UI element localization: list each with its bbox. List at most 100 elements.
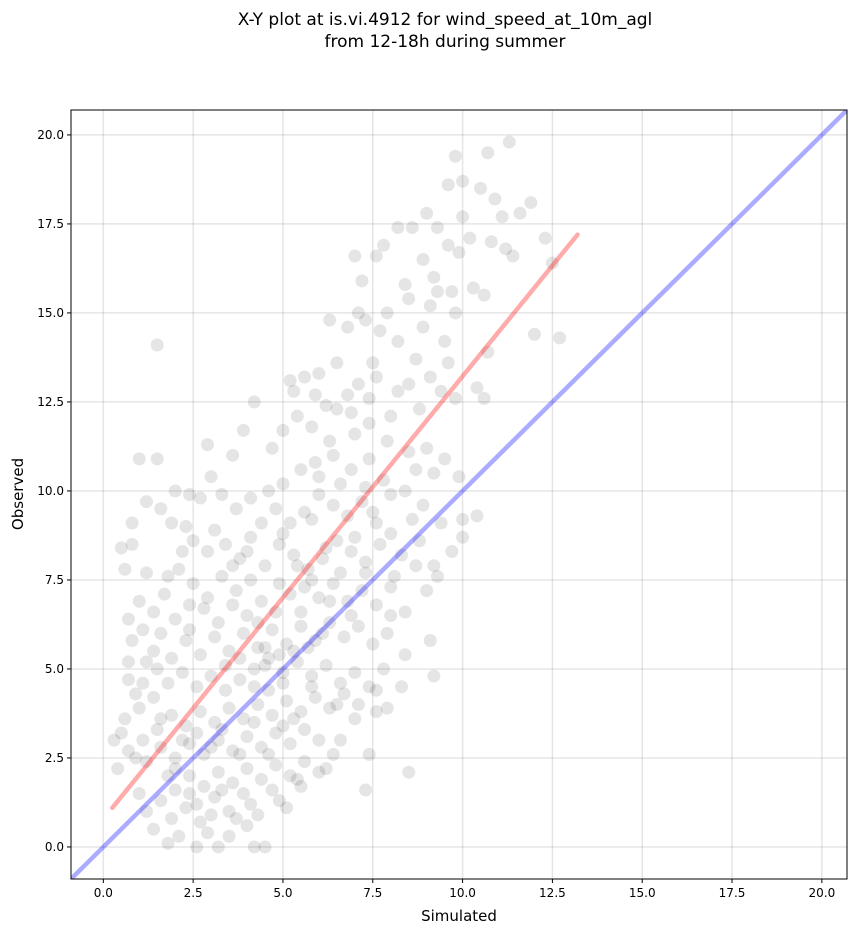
data-point	[305, 680, 319, 694]
data-point	[276, 666, 290, 680]
data-point	[427, 559, 441, 573]
data-point	[204, 669, 218, 683]
data-point	[312, 733, 326, 747]
data-point	[222, 644, 236, 658]
data-point	[165, 651, 179, 665]
data-point	[380, 626, 394, 640]
data-point	[161, 836, 175, 850]
data-point	[538, 231, 552, 245]
data-point	[269, 726, 283, 740]
data-point	[175, 544, 189, 558]
data-point	[186, 534, 200, 548]
data-point	[139, 566, 153, 580]
data-point	[308, 690, 322, 704]
data-point	[337, 630, 351, 644]
data-point	[298, 580, 312, 594]
data-point	[179, 520, 193, 534]
grid	[71, 110, 847, 879]
data-point	[330, 356, 344, 370]
data-point	[150, 722, 164, 736]
data-point	[211, 765, 225, 779]
data-point	[251, 808, 265, 822]
data-point	[262, 484, 276, 498]
data-point	[434, 516, 448, 530]
data-point	[201, 438, 215, 452]
data-point	[147, 690, 161, 704]
data-point	[190, 840, 204, 854]
data-point	[154, 712, 168, 726]
data-point	[272, 537, 286, 551]
data-point	[373, 537, 387, 551]
data-point	[344, 544, 358, 558]
data-point	[247, 715, 261, 729]
data-point	[366, 637, 380, 651]
data-point	[456, 210, 470, 224]
data-point	[283, 516, 297, 530]
data-point	[139, 755, 153, 769]
data-point	[201, 826, 215, 840]
data-point	[183, 769, 197, 783]
data-point	[333, 733, 347, 747]
data-point	[319, 398, 333, 412]
data-point	[312, 488, 326, 501]
data-point	[294, 463, 308, 477]
data-point	[154, 740, 168, 754]
data-point	[359, 566, 373, 580]
data-point	[362, 391, 376, 405]
data-point	[161, 676, 175, 690]
data-point	[161, 569, 175, 583]
data-point	[226, 776, 240, 790]
data-point	[484, 235, 498, 249]
data-point	[240, 730, 254, 744]
data-point	[269, 502, 283, 516]
data-point	[294, 619, 308, 633]
x-tick-label: 20.0	[808, 886, 835, 900]
data-point	[183, 598, 197, 612]
data-point	[330, 698, 344, 712]
data-point	[193, 648, 207, 662]
data-point	[470, 381, 484, 395]
x-tick-label: 2.5	[184, 886, 203, 900]
data-point	[244, 530, 258, 544]
chart-subtitle: from 12-18h during summer	[324, 32, 566, 52]
data-point	[326, 577, 340, 591]
data-point	[474, 181, 488, 195]
data-point	[197, 601, 211, 615]
data-point	[341, 320, 355, 334]
data-point	[197, 779, 211, 793]
data-point	[280, 801, 294, 815]
data-point	[409, 463, 423, 477]
data-point	[359, 783, 373, 797]
data-point	[240, 819, 254, 833]
data-point	[301, 562, 315, 576]
data-point	[240, 762, 254, 776]
data-point	[287, 712, 301, 726]
data-point	[287, 384, 301, 398]
data-point	[412, 402, 426, 416]
data-point	[448, 149, 462, 163]
data-point	[294, 779, 308, 793]
one-to-one-line	[71, 110, 847, 879]
data-point	[341, 594, 355, 608]
data-point	[262, 683, 276, 697]
data-point	[269, 758, 283, 772]
data-point	[258, 559, 272, 573]
data-point	[423, 633, 437, 647]
data-point	[513, 206, 527, 220]
data-point	[409, 352, 423, 366]
data-point	[150, 338, 164, 352]
data-point	[416, 320, 430, 334]
data-point	[502, 135, 516, 149]
x-tick-label: 7.5	[363, 886, 382, 900]
data-point	[247, 680, 261, 694]
data-point	[265, 783, 279, 797]
data-point	[254, 516, 268, 530]
data-point	[298, 505, 312, 519]
data-point	[305, 420, 319, 434]
data-point	[398, 484, 412, 498]
data-point	[362, 680, 376, 694]
data-point	[441, 178, 455, 192]
data-point	[391, 220, 405, 234]
data-point	[319, 541, 333, 555]
